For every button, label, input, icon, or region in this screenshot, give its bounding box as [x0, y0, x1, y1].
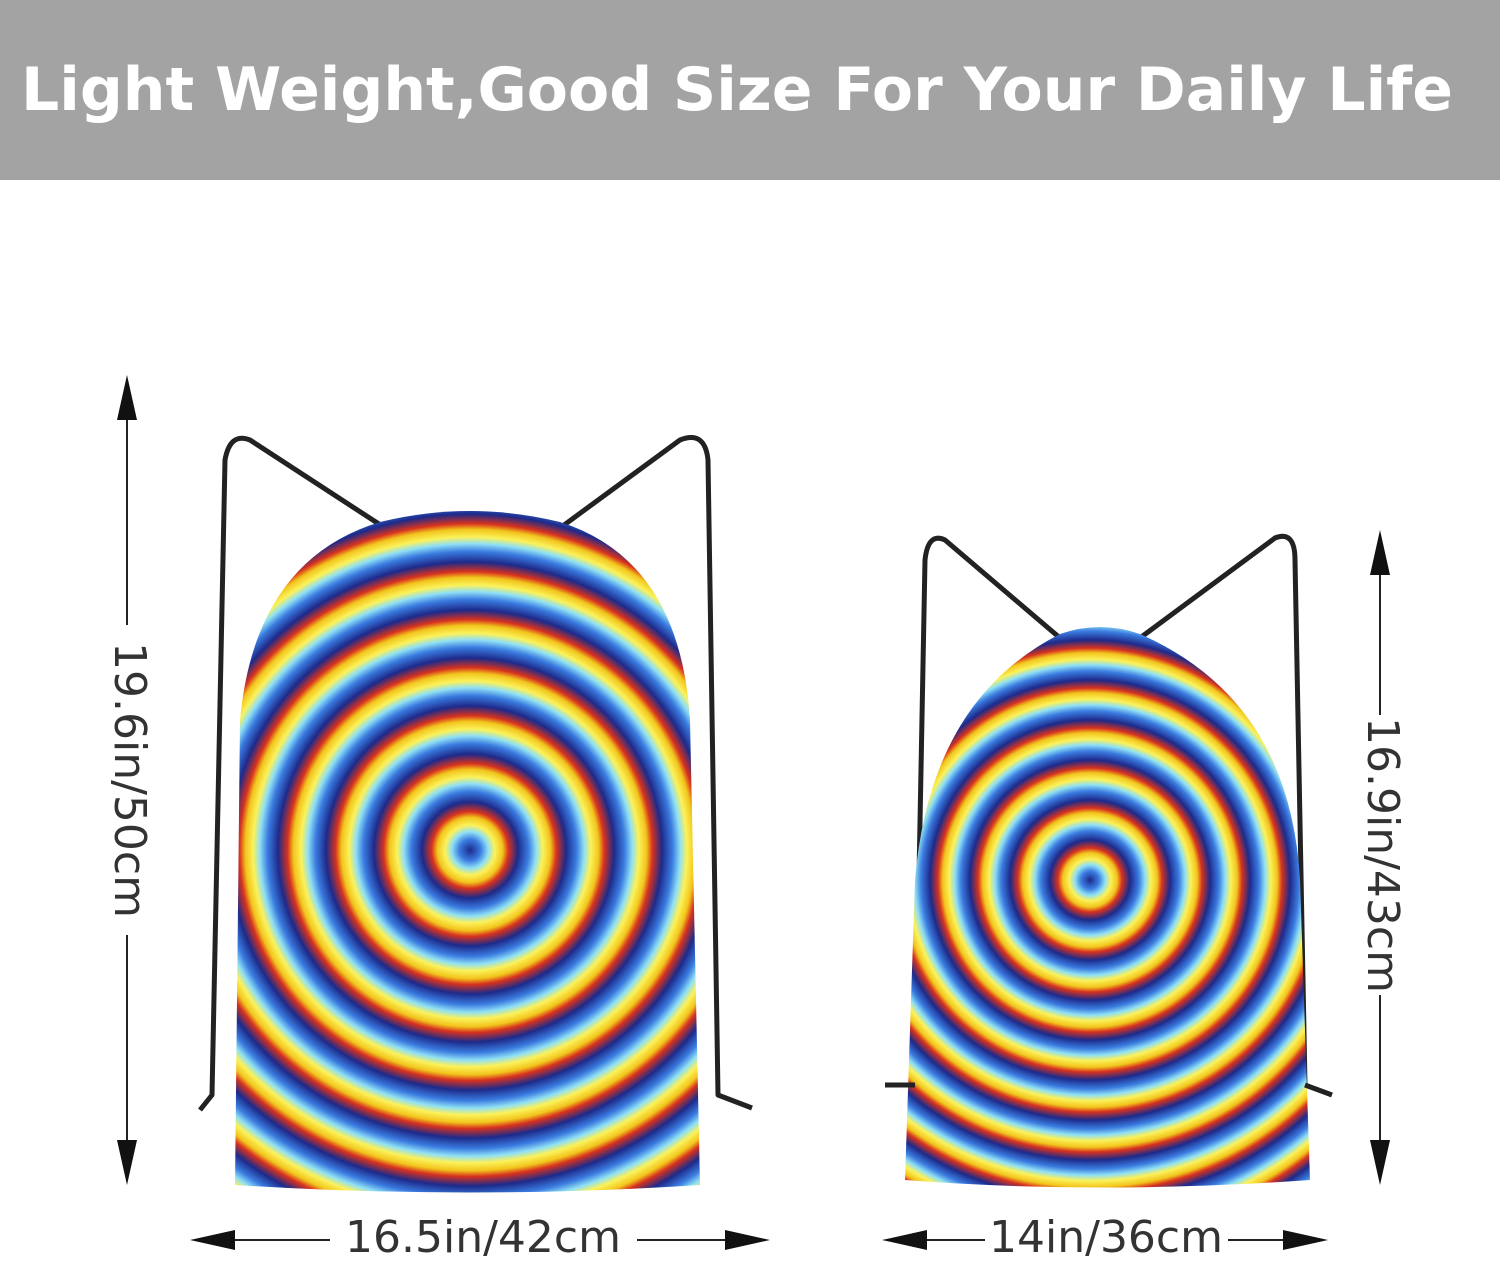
height-label: 19.6in/50cm	[104, 642, 155, 918]
arrow-head	[882, 1230, 927, 1250]
arrow-head	[1370, 530, 1390, 575]
large-bag	[198, 435, 753, 1193]
width-dimension: 16.5in/42cm	[190, 1212, 770, 1263]
cord-end	[885, 1082, 1333, 1098]
small-bag	[885, 533, 1333, 1188]
bag-body	[235, 511, 700, 1193]
height-dimension: 19.6in/50cm	[104, 375, 155, 1185]
width-dimension: 14in/36cm	[882, 1212, 1328, 1263]
arrow-head	[1370, 1140, 1390, 1185]
bag-body	[905, 627, 1310, 1188]
height-label: 16.9in/43cm	[1357, 717, 1408, 993]
cord	[912, 535, 1063, 1088]
cord	[557, 435, 721, 1098]
arrow-head	[117, 1140, 137, 1185]
arrow-head	[190, 1230, 235, 1250]
arrow-head	[1283, 1230, 1328, 1250]
header-band	[0, 0, 1500, 180]
cord-end	[198, 1092, 753, 1112]
width-label: 14in/36cm	[989, 1212, 1223, 1263]
arrow-head	[117, 375, 137, 420]
height-dimension: 16.9in/43cm	[1357, 530, 1408, 1185]
width-label: 16.5in/42cm	[345, 1212, 621, 1263]
header-title: Light Weight,Good Size For Your Daily Li…	[21, 55, 1453, 125]
cord	[1137, 533, 1308, 1088]
arrow-head	[725, 1230, 770, 1250]
cord	[209, 435, 388, 1098]
